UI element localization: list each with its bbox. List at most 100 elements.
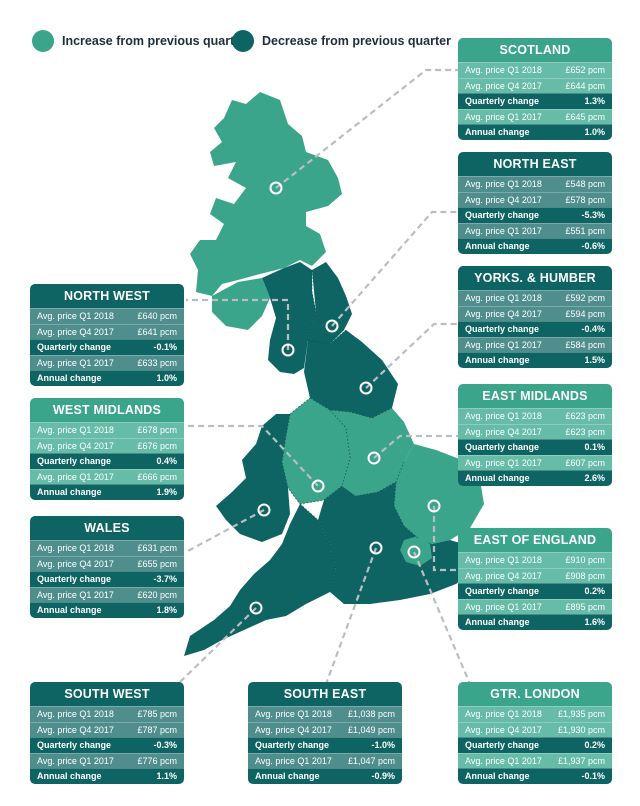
row-value: £641 pcm — [137, 326, 177, 337]
row-value: £548 pcm — [565, 179, 605, 189]
card-row-q1-2018: Avg. price Q1 2018 £910 pcm — [458, 552, 612, 568]
region-scotland — [190, 92, 342, 296]
card-title: SOUTH EAST — [248, 682, 402, 706]
row-value: -5.3% — [581, 210, 605, 221]
card-title: NORTH EAST — [458, 152, 612, 176]
card-north-east: NORTH EAST Avg. price Q1 2018 £548 pcm Avg.… — [458, 152, 612, 254]
row-value: 1.3% — [584, 96, 605, 107]
row-label: Quarterly change — [37, 342, 112, 353]
row-label: Avg. price Q1 2018 — [37, 709, 114, 719]
card-title: WALES — [30, 516, 184, 540]
row-value: £1,047 pcm — [347, 755, 395, 766]
marker-scotland — [269, 181, 283, 195]
card-row-annual: Annual change 2.6% — [458, 470, 612, 486]
card-wales: WALES Avg. price Q1 2018 £631 pcm Avg. pric… — [30, 516, 184, 618]
card-scotland: SCOTLAND Avg. price Q1 2018 £652 pcm Avg. p… — [458, 38, 612, 140]
row-value: £551 pcm — [565, 225, 605, 236]
card-london: GTR. LONDON Avg. price Q1 2018 £1,935 pcm A… — [458, 682, 612, 784]
card-row-annual: Annual change 1.0% — [30, 370, 184, 386]
row-label: Avg. price Q4 2017 — [37, 440, 114, 451]
row-value: 2.6% — [584, 473, 605, 484]
row-label: Quarterly change — [465, 740, 540, 751]
row-value: 1.8% — [156, 605, 177, 616]
card-north-west: NORTH WEST Avg. price Q1 2018 £640 pcm Avg.… — [30, 284, 184, 386]
card-row-q4-2017: Avg. price Q4 2017 £1,049 pcm — [248, 721, 402, 738]
row-value: -0.4% — [581, 324, 605, 335]
card-row-q1-2017: Avg. price Q1 2017 £633 pcm — [30, 354, 184, 371]
row-value: 0.2% — [584, 740, 605, 751]
row-value: £1,937 pcm — [557, 755, 605, 766]
row-label: Annual change — [255, 771, 320, 782]
region-yorks — [304, 330, 398, 418]
card-title: GTR. LONDON — [458, 682, 612, 706]
row-label: Avg. price Q4 2017 — [37, 724, 114, 735]
row-value: 0.1% — [584, 442, 605, 453]
row-label: Avg. price Q4 2017 — [465, 80, 542, 91]
row-value: 1.1% — [156, 771, 177, 782]
card-row-q1-2018: Avg. price Q1 2018 £592 pcm — [458, 290, 612, 306]
row-value: £623 pcm — [565, 411, 605, 421]
row-value: £787 pcm — [137, 724, 177, 735]
row-value: £640 pcm — [137, 311, 177, 321]
card-row-quarterly: Quarterly change -0.4% — [458, 321, 612, 337]
marker-wales — [257, 503, 271, 517]
row-label: Annual change — [37, 487, 102, 498]
row-value: 0.4% — [156, 456, 177, 467]
card-row-q1-2018: Avg. price Q1 2018 £548 pcm — [458, 176, 612, 192]
marker-north-west — [281, 343, 295, 357]
legend-increase: Increase from previous quarter — [32, 30, 246, 52]
marker-east-midlands — [367, 451, 381, 465]
card-row-annual: Annual change 1.6% — [458, 614, 612, 630]
row-value: £785 pcm — [137, 709, 177, 719]
row-label: Avg. price Q1 2018 — [255, 709, 332, 719]
card-row-q1-2018: Avg. price Q1 2018 £678 pcm — [30, 422, 184, 438]
card-row-q1-2018: Avg. price Q1 2018 £640 pcm — [30, 308, 184, 324]
row-value: £607 pcm — [565, 457, 605, 468]
row-label: Annual change — [465, 241, 530, 252]
row-label: Avg. price Q1 2017 — [465, 601, 542, 612]
card-row-q1-2017: Avg. price Q1 2017 £620 pcm — [30, 586, 184, 603]
row-value: £594 pcm — [565, 308, 605, 319]
card-row-q4-2017: Avg. price Q4 2017 £641 pcm — [30, 323, 184, 340]
card-row-q4-2017: Avg. price Q4 2017 £578 pcm — [458, 191, 612, 208]
card-row-q1-2017: Avg. price Q1 2017 £607 pcm — [458, 454, 612, 471]
row-value: £655 pcm — [137, 558, 177, 569]
card-row-q1-2017: Avg. price Q1 2017 £776 pcm — [30, 752, 184, 769]
row-label: Avg. price Q4 2017 — [465, 426, 542, 437]
row-label: Quarterly change — [37, 740, 112, 751]
card-row-q4-2017: Avg. price Q4 2017 £644 pcm — [458, 77, 612, 94]
card-row-q1-2017: Avg. price Q1 2017 £584 pcm — [458, 336, 612, 353]
card-east-midlands: EAST MIDLANDS Avg. price Q1 2018 £623 pcm A… — [458, 384, 612, 486]
row-label: Quarterly change — [37, 456, 112, 467]
row-label: Annual change — [37, 373, 102, 384]
card-row-q1-2018: Avg. price Q1 2018 £1,935 pcm — [458, 706, 612, 722]
marker-north-east — [325, 319, 339, 333]
row-value: 1.6% — [584, 617, 605, 628]
row-value: 1.0% — [584, 127, 605, 138]
row-label: Avg. price Q1 2017 — [465, 339, 542, 350]
row-label: Quarterly change — [465, 324, 540, 335]
row-value: -1.0% — [371, 740, 395, 751]
row-label: Annual change — [37, 771, 102, 782]
row-value: £644 pcm — [565, 80, 605, 91]
card-row-q1-2017: Avg. price Q1 2017 £1,047 pcm — [248, 752, 402, 769]
row-label: Avg. price Q1 2018 — [37, 425, 114, 435]
card-row-annual: Annual change -0.9% — [248, 768, 402, 784]
row-label: Quarterly change — [255, 740, 330, 751]
row-value: -0.3% — [153, 740, 177, 751]
card-yorks: YORKS. & HUMBER Avg. price Q1 2018 £592 pc… — [458, 266, 612, 368]
legend-increase-swatch — [32, 30, 54, 52]
row-value: £623 pcm — [565, 426, 605, 437]
row-label: Annual change — [465, 617, 530, 628]
row-value: £678 pcm — [137, 425, 177, 435]
card-row-q1-2017: Avg. price Q1 2017 £895 pcm — [458, 598, 612, 615]
card-row-q1-2018: Avg. price Q1 2018 £623 pcm — [458, 408, 612, 424]
card-row-annual: Annual change 1.5% — [458, 352, 612, 368]
row-label: Avg. price Q1 2017 — [465, 457, 542, 468]
row-value: 1.0% — [156, 373, 177, 384]
row-label: Avg. price Q1 2017 — [37, 755, 114, 766]
card-south-west: SOUTH WEST Avg. price Q1 2018 £785 pcm Avg.… — [30, 682, 184, 784]
card-row-annual: Annual change 1.1% — [30, 768, 184, 784]
region-scotland-southwest — [212, 278, 270, 330]
row-value: £666 pcm — [137, 471, 177, 482]
